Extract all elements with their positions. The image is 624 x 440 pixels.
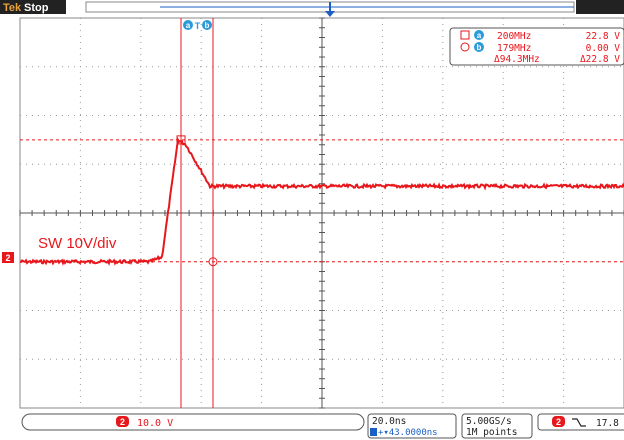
trigger-position-icon[interactable]: [325, 2, 335, 17]
trigger-position-value: +▾43.0000ns: [378, 428, 438, 438]
trigger-position-badge-icon: [370, 428, 377, 436]
footer-bar: 2 10.0 V 20.0ns +▾43.0000ns 5.00GS/s 1M …: [21, 413, 624, 439]
cursor-b-voltage: 0.00 V: [586, 43, 621, 54]
footer-channel-badge-bg: [116, 416, 129, 427]
cursor-link-label: T: [195, 21, 201, 31]
cursor-a-voltage: 22.8 V: [586, 31, 621, 42]
channel-2-marker-label: 2: [5, 253, 10, 263]
cursor-delta-frequency: Δ94.3MHz: [494, 54, 540, 65]
cursor-a-badge-letter: a: [477, 31, 482, 40]
trigger-level-value: 17.8 V: [596, 418, 624, 429]
trace-label: SW 10V/div: [38, 235, 117, 252]
cursor-a-marker-icon[interactable]: [176, 135, 186, 145]
cursor-b-tag-letter: b: [205, 21, 210, 30]
channel-scale-box[interactable]: [21, 413, 365, 431]
trigger-channel-badge-bg: [552, 416, 565, 427]
cursor-b-tag-icon[interactable]: [202, 20, 212, 30]
channel-2-ground-marker[interactable]: 2: [2, 252, 14, 263]
cursor-b-badge-icon: [474, 42, 484, 52]
channel-2-waveform: [19, 136, 624, 266]
timebase-box[interactable]: [367, 413, 457, 439]
cursor-readout-panel: a 200MHz 22.8 V b 179MHz 0.00 V Δ94.3MHz…: [449, 27, 624, 66]
cursor-a-tag-letter: a: [186, 21, 191, 30]
cursor-b-marker-icon[interactable]: [208, 257, 218, 267]
run-state-label: Stop: [24, 2, 49, 14]
record-length-value: 1M points: [466, 427, 517, 438]
cursor-a-frequency: 200MHz: [497, 31, 531, 42]
cursor-a-tag-icon[interactable]: [183, 20, 193, 30]
timebase-value: 20.0ns: [372, 416, 406, 427]
graticule-grid: [19, 17, 624, 409]
cursor-b-badge-letter: b: [477, 43, 482, 52]
cursor-a-badge-icon: [474, 30, 484, 40]
sample-rate-value: 5.00GS/s: [466, 416, 512, 427]
cursor-a-square-icon: [460, 30, 470, 40]
cursor-layer: a bT: [20, 18, 624, 408]
header-right-tab: [576, 0, 624, 14]
status-tab: [0, 0, 66, 14]
channel-scale-value: 10.0 V: [137, 418, 173, 429]
footer-channel-badge: 2: [120, 417, 125, 427]
acquisition-box[interactable]: [461, 413, 533, 439]
cursor-delta-voltage: Δ22.8 V: [580, 54, 620, 65]
cursor-b-frequency: 179MHz: [497, 43, 531, 54]
brand-label: Tek: [3, 2, 22, 14]
falling-edge-icon: [572, 418, 586, 427]
cursor-b-circle-icon: [460, 42, 470, 52]
trigger-channel-badge: 2: [556, 417, 561, 427]
